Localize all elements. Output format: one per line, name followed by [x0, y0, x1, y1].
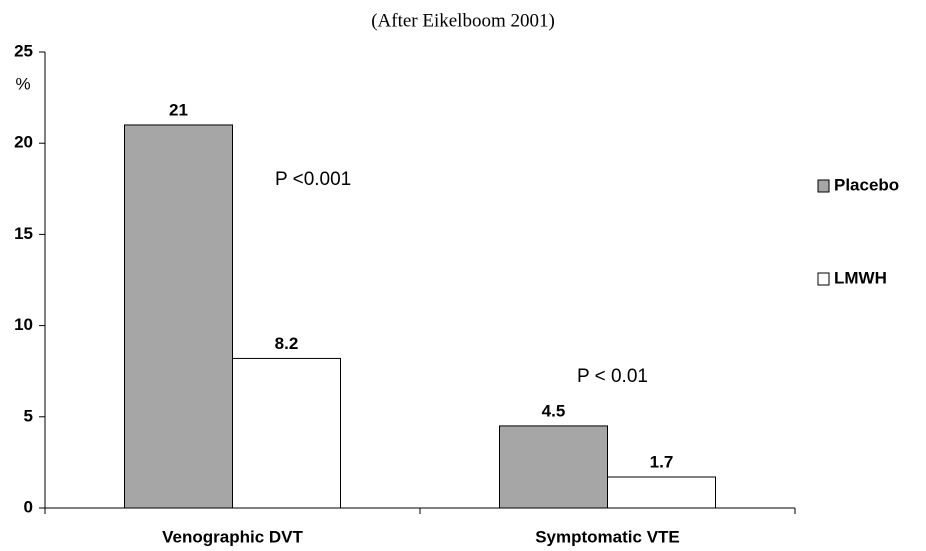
- bar: [607, 476, 716, 509]
- legend-label: Placebo: [834, 175, 899, 194]
- value-label: 1.7: [650, 452, 674, 471]
- y-tick-label: 10: [14, 315, 33, 334]
- y-axis-label: %: [15, 74, 30, 93]
- bar: [124, 124, 233, 509]
- x-tick-label: Symptomatic VTE: [535, 527, 680, 546]
- y-tick-label: 0: [24, 497, 33, 516]
- value-label: 21: [169, 100, 188, 119]
- y-tick-label: 25: [14, 41, 33, 60]
- bar: [499, 425, 608, 509]
- bar: [232, 357, 341, 509]
- value-label: 4.5: [542, 401, 566, 420]
- x-tick-label: Venographic DVT: [162, 527, 303, 546]
- chart-title: (After Eikelboom 2001): [371, 10, 555, 31]
- legend-swatch: [817, 179, 830, 193]
- legend-label: LMWH: [834, 268, 887, 287]
- legend-swatch: [817, 272, 830, 286]
- annotation: P < 0.01: [577, 366, 648, 387]
- y-tick-label: 20: [14, 133, 33, 152]
- value-label: 8.2: [275, 334, 299, 353]
- y-tick-label: 15: [14, 224, 33, 243]
- annotation: P <0.001: [275, 169, 351, 190]
- y-tick-label: 5: [24, 406, 33, 425]
